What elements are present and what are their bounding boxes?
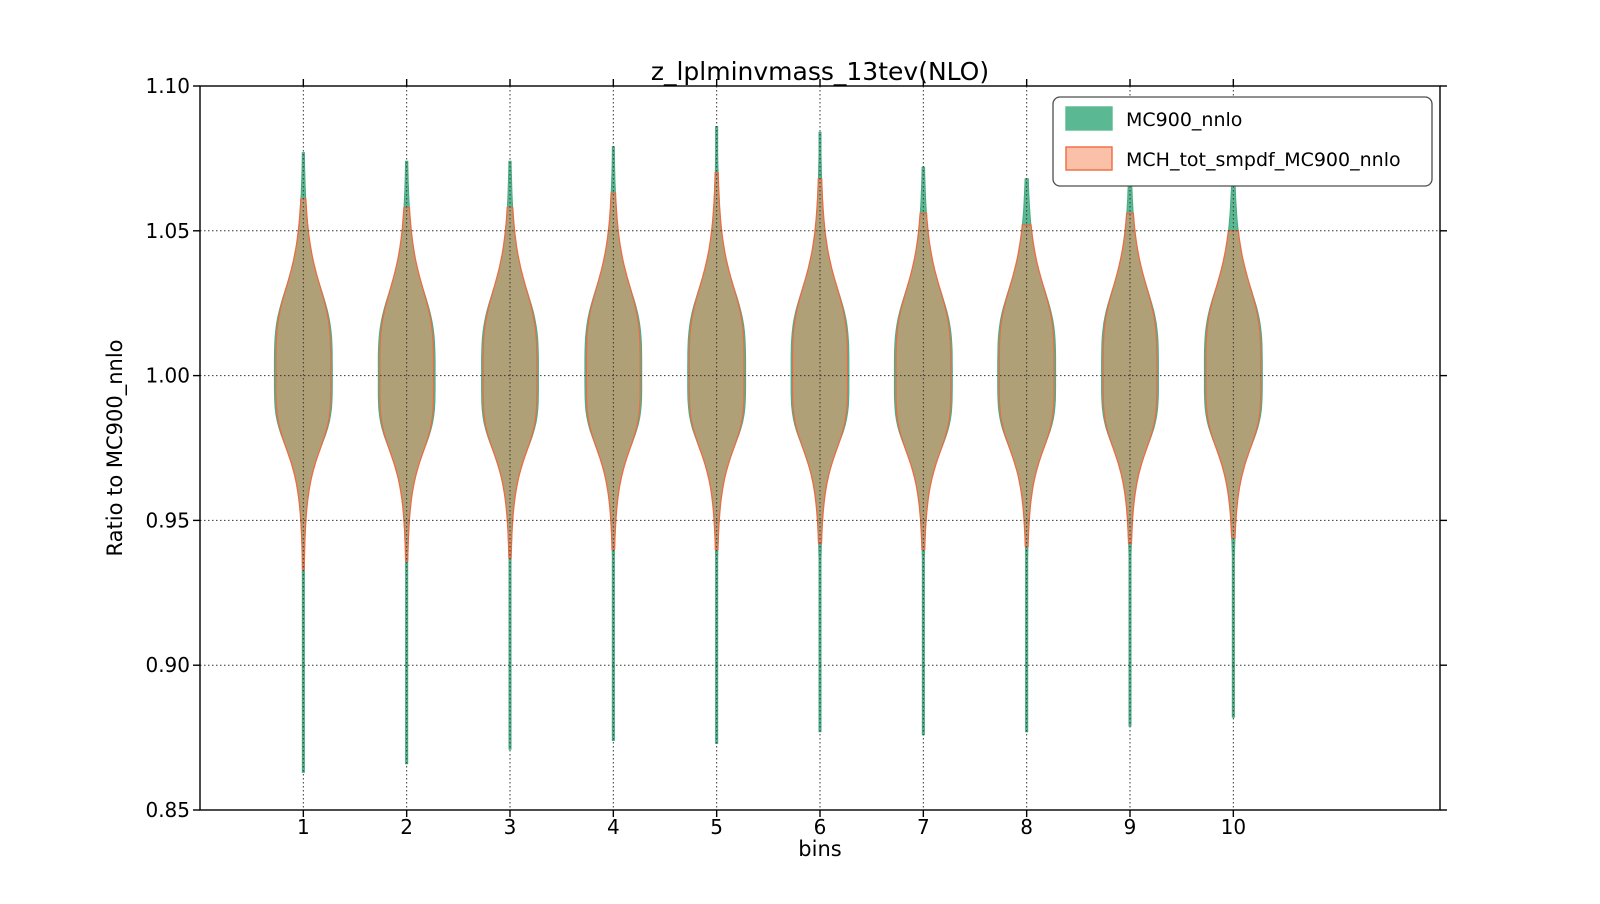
legend-box (1052, 96, 1433, 187)
x-tick-label-4: 4 (607, 815, 620, 839)
violin-bin-1-mch-tot-smpdf (275, 198, 332, 571)
legend: MC900_nnlo MCH_tot_smpdf_MC900_nnlo (1052, 96, 1433, 187)
x-tick-label-5: 5 (710, 815, 723, 839)
plot-title: z_lplminvmass_13tev(NLO) (651, 57, 989, 86)
x-tick-label-1: 1 (297, 815, 310, 839)
y-tick-label-1.10: 1.10 (145, 74, 190, 98)
violin-bin-6-mch-tot-smpdf (792, 178, 848, 545)
violin-bin-8-mch-tot-smpdf (998, 224, 1055, 548)
x-tick-label-7: 7 (917, 815, 930, 839)
x-tick-label-9: 9 (1124, 815, 1137, 839)
violin-bin-2-mch-tot-smpdf (379, 207, 435, 562)
x-tick-label-2: 2 (400, 815, 413, 839)
gridlines-layer (200, 86, 1440, 810)
y-tick-label-1.00: 1.00 (145, 364, 190, 388)
legend-swatch-0 (1065, 106, 1113, 131)
x-tick-label-8: 8 (1020, 815, 1033, 839)
ticks-layer (193, 79, 1447, 817)
x-tick-label-10: 10 (1221, 815, 1246, 839)
y-tick-label-0.95: 0.95 (145, 508, 190, 532)
tick-labels-layer: 1 2 3 4 5 6 7 8 9 10 0.85 0.90 0.95 1.00 1.05 1.10 (145, 74, 1246, 839)
y-tick-label-0.85: 0.85 (145, 798, 190, 822)
y-axis-label: Ratio to MC900_nnlo (103, 339, 128, 556)
y-tick-label-1.05: 1.05 (145, 219, 190, 243)
x-tick-label-3: 3 (504, 815, 517, 839)
y-tick-label-0.90: 0.90 (145, 653, 190, 677)
violin-bin-7-mch-tot-smpdf (895, 212, 952, 550)
x-tick-label-6: 6 (814, 815, 827, 839)
violin-bin-5-mch-tot-smpdf (688, 172, 745, 550)
x-axis-label: bins (798, 837, 841, 861)
legend-label-0: MC900_nnlo (1126, 109, 1242, 131)
legend-swatch-1 (1065, 146, 1113, 171)
legend-label-1: MCH_tot_smpdf_MC900_nnlo (1126, 149, 1401, 171)
